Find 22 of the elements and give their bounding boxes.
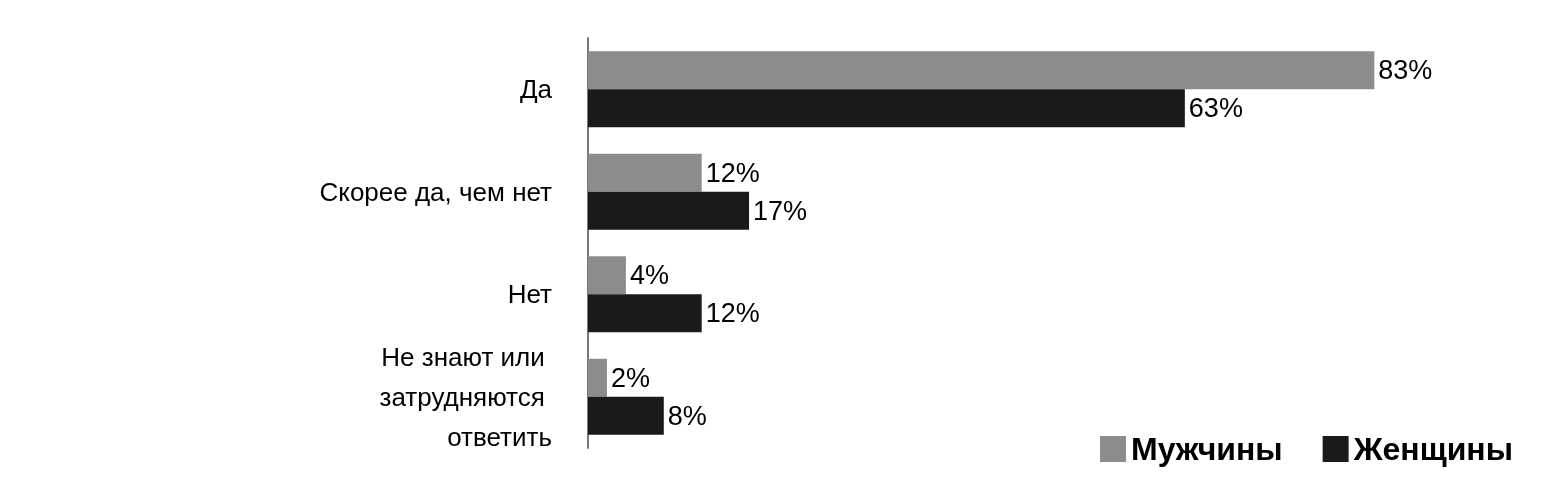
y-tick-label: Да <box>519 74 553 105</box>
data-label: 12% <box>705 157 760 188</box>
bar <box>588 51 1375 90</box>
data-label: 17% <box>753 195 808 226</box>
bar <box>588 396 664 435</box>
data-label: 63% <box>1188 93 1243 124</box>
bar <box>588 256 626 295</box>
data-label: 12% <box>705 298 760 329</box>
bar <box>588 153 702 192</box>
y-tick-label: Нет <box>507 279 553 310</box>
data-label: 83% <box>1378 55 1433 86</box>
legend-label: Женщины <box>1352 431 1513 467</box>
bar <box>588 191 750 230</box>
legend-label: Мужчины <box>1130 431 1283 467</box>
y-tick-label: Не знают или затрудняются ответить <box>379 341 552 452</box>
y-tick-label: Скорее да, чем нет <box>319 176 553 207</box>
bar <box>588 294 702 333</box>
data-label: 4% <box>629 260 669 291</box>
data-label: 2% <box>610 362 650 393</box>
bar <box>588 89 1185 128</box>
bar <box>588 358 607 397</box>
data-label: 8% <box>667 400 707 431</box>
